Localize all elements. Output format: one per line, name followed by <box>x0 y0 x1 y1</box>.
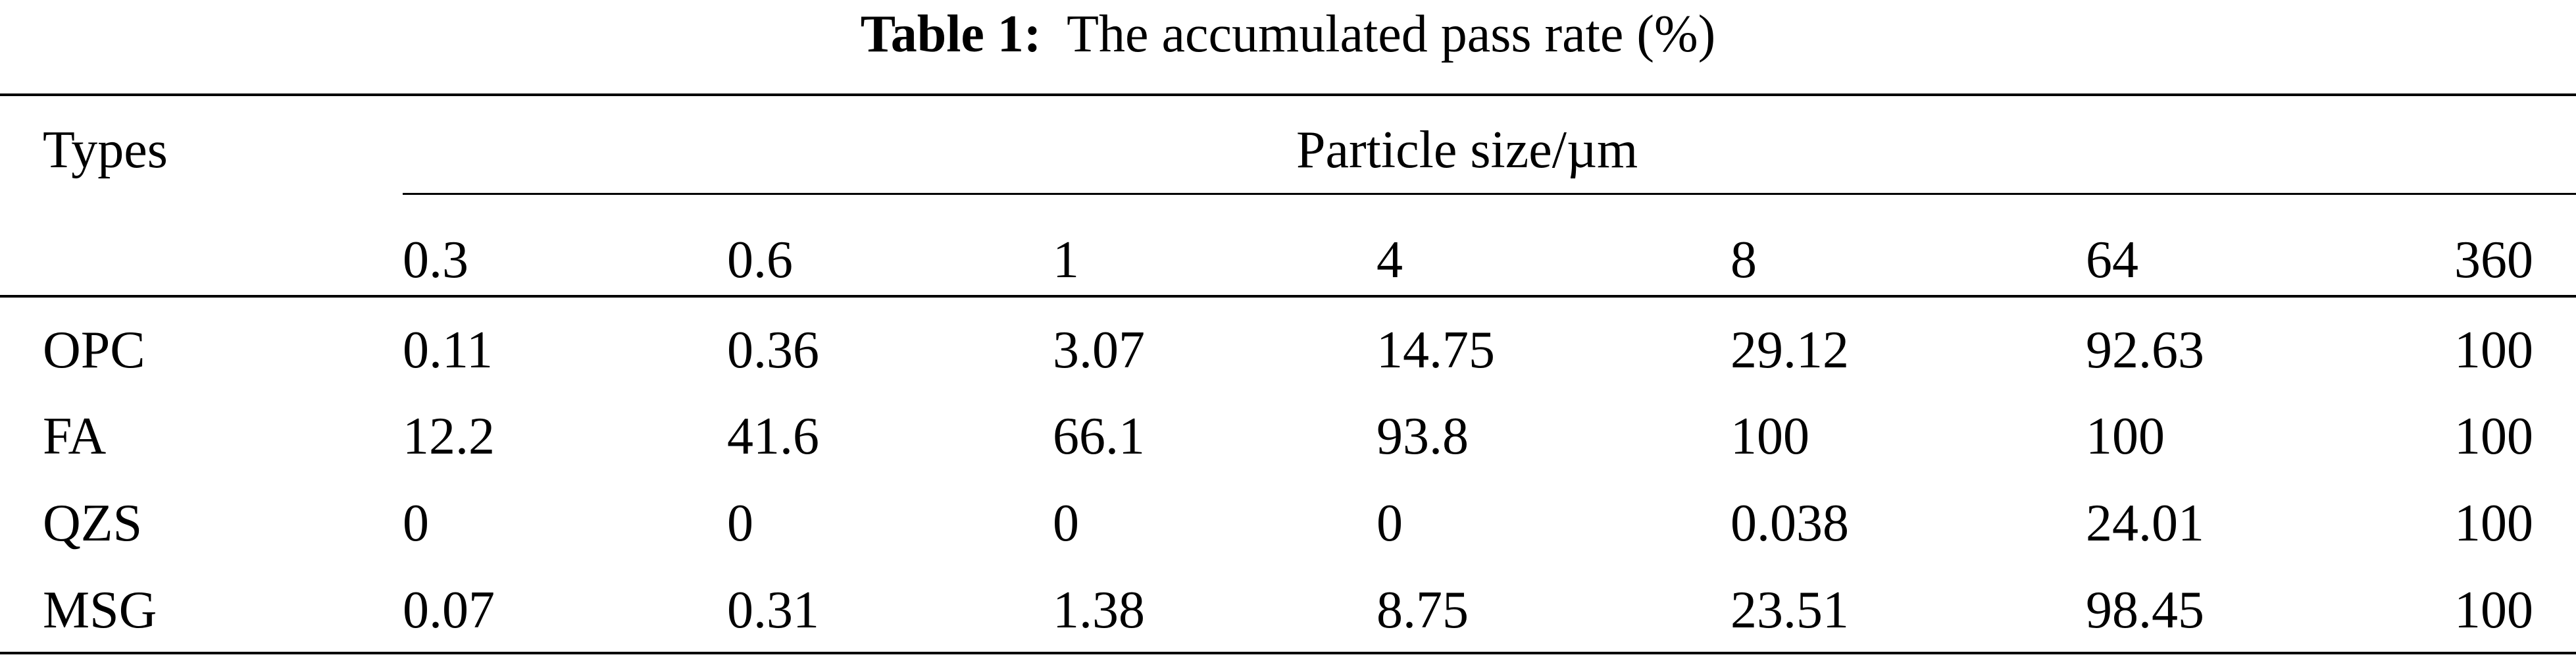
table-cell: 8.75 <box>1376 581 1469 639</box>
table-cell: 100 <box>2454 321 2533 379</box>
table-cell: 0.31 <box>727 581 819 639</box>
table-cell: 0.07 <box>403 581 495 639</box>
column-header: 360 <box>2454 231 2533 289</box>
table-cell: 29.12 <box>1730 321 1849 379</box>
table-cell: 92.63 <box>2086 321 2204 379</box>
table-cell: 0.038 <box>1730 494 1849 552</box>
column-header: 1 <box>1053 231 1079 289</box>
row-type-label: OPC <box>43 321 145 379</box>
table-cell: 23.51 <box>1730 581 1849 639</box>
table-cell: 100 <box>2454 494 2533 552</box>
table-cell: 93.8 <box>1376 408 1469 465</box>
column-header: 0.3 <box>403 231 468 289</box>
table-cell: 0 <box>1376 494 1403 552</box>
table-cell: 0 <box>1053 494 1079 552</box>
table-cell: 14.75 <box>1376 321 1495 379</box>
table-cell: 0 <box>727 494 753 552</box>
table-cell: 0.11 <box>403 321 493 379</box>
row-header-title: Types <box>43 121 168 179</box>
column-spanner-title: Particle size/µm <box>1296 121 1638 179</box>
table-cell: 100 <box>2454 408 2533 465</box>
column-header: 4 <box>1376 231 1403 289</box>
column-header: 64 <box>2086 231 2138 289</box>
row-type-label: QZS <box>43 494 143 552</box>
row-type-label: MSG <box>43 581 157 639</box>
table-cell: 1.38 <box>1053 581 1145 639</box>
top-rule <box>0 93 2576 96</box>
table-cell: 3.07 <box>1053 321 1145 379</box>
table-cell: 0 <box>403 494 429 552</box>
table-cell: 12.2 <box>403 408 495 465</box>
table-cell: 24.01 <box>2086 494 2204 552</box>
table-cell: 100 <box>2454 581 2533 639</box>
table-cell: 100 <box>2086 408 2165 465</box>
spanner-rule <box>403 193 2576 195</box>
column-header: 0.6 <box>727 231 793 289</box>
row-type-label: FA <box>43 408 107 465</box>
header-rule <box>0 295 2576 298</box>
table-cell: 66.1 <box>1053 408 1145 465</box>
table-cell: 41.6 <box>727 408 819 465</box>
bottom-rule <box>0 652 2576 654</box>
column-header: 8 <box>1730 231 1757 289</box>
table-caption: Table 1: The accumulated pass rate (%) <box>0 0 2576 78</box>
caption-text: The accumulated pass rate (%) <box>1067 5 1716 63</box>
table-cell: 100 <box>1730 408 1809 465</box>
table-cell: 0.36 <box>727 321 819 379</box>
table-cell: 98.45 <box>2086 581 2204 639</box>
caption-label: Table 1: <box>860 5 1042 63</box>
